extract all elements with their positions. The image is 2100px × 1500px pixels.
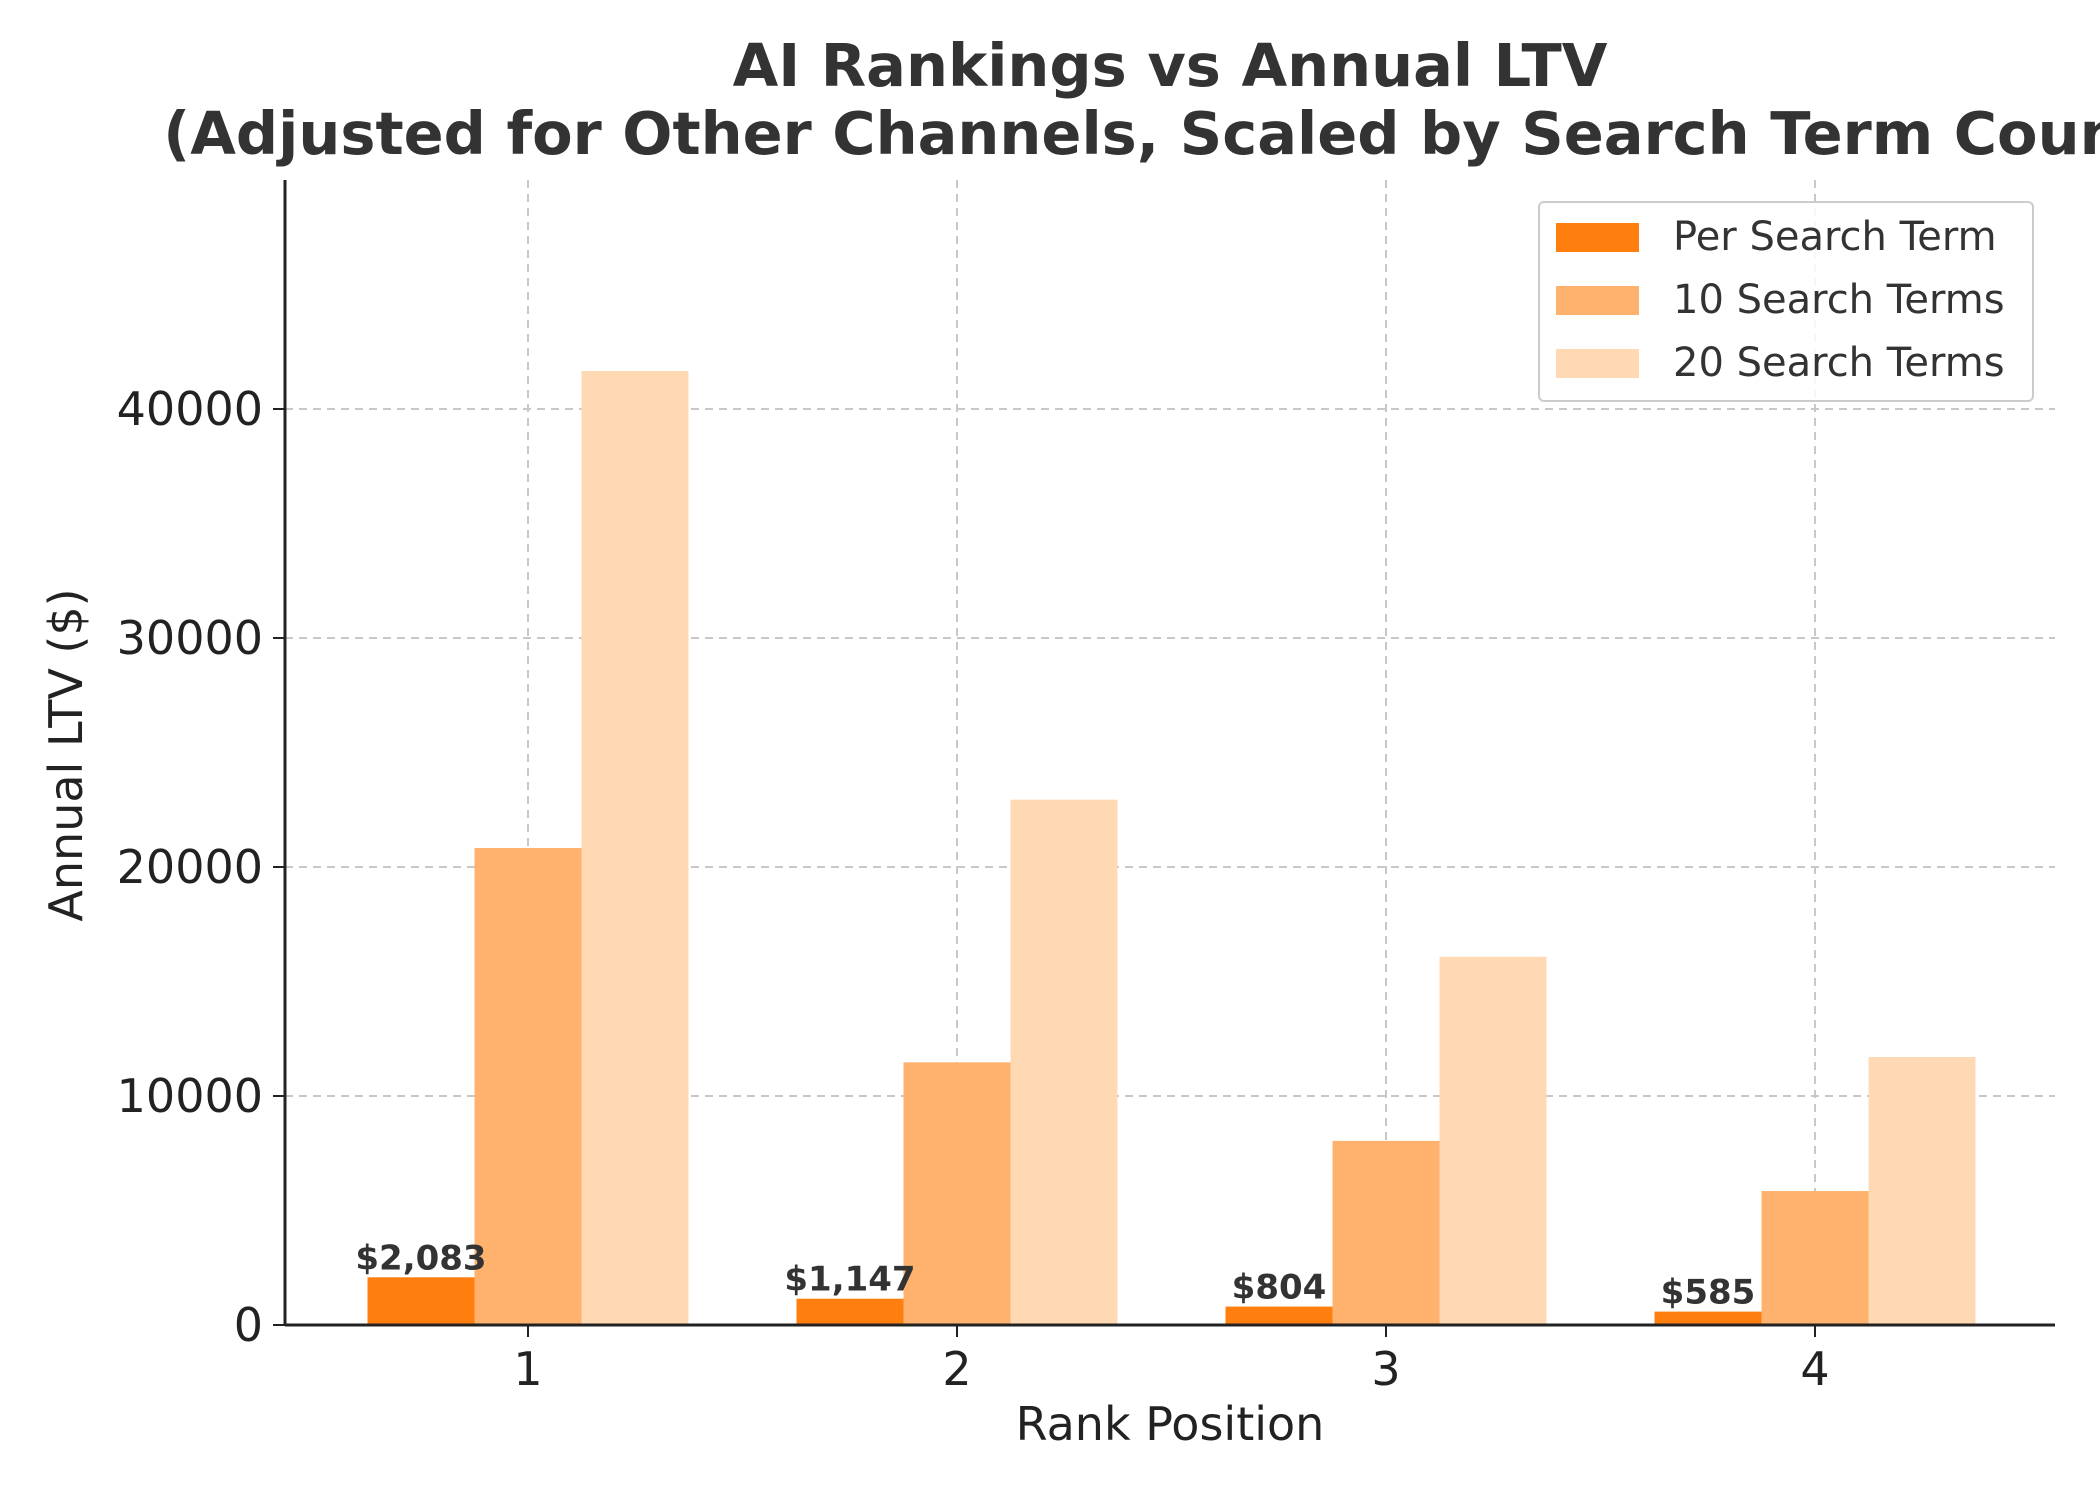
x-tick-label-2: 2 bbox=[942, 1342, 971, 1396]
data-label-cat-4: $585 bbox=[1661, 1273, 1756, 1313]
legend-swatch-1 bbox=[1556, 223, 1639, 252]
bar-1-cat-1 bbox=[367, 1277, 475, 1325]
x-axis-label: Rank Position bbox=[1016, 1397, 1325, 1451]
chart-title: AI Rankings vs Annual LTV bbox=[733, 31, 1608, 100]
x-tick-label-1: 1 bbox=[513, 1342, 542, 1396]
bar-1-cat-3 bbox=[1225, 1306, 1333, 1325]
legend-label-1: Per Search Term bbox=[1673, 214, 1997, 260]
legend-swatch-3 bbox=[1556, 349, 1639, 378]
legend-swatch-2 bbox=[1556, 286, 1639, 315]
bar-3-cat-1 bbox=[581, 370, 689, 1326]
y-tick-label-0: 0 bbox=[234, 1298, 263, 1352]
x-tick-label-3: 3 bbox=[1371, 1342, 1400, 1396]
y-tick-label-10000: 10000 bbox=[117, 1069, 263, 1123]
legend-frame bbox=[1538, 201, 2034, 402]
bar-2-cat-4 bbox=[1761, 1191, 1869, 1325]
data-labels-layer: $2,083 $1,147 $804 $585 bbox=[355, 1238, 1755, 1312]
legend-label-3: 20 Search Terms bbox=[1673, 340, 2005, 386]
bar-3-cat-4 bbox=[1868, 1057, 1976, 1325]
bars-layer bbox=[367, 370, 1976, 1326]
y-tick-label-30000: 30000 bbox=[117, 611, 263, 665]
legend: Per Search Term 10 Search Terms 20 Search … bbox=[1538, 201, 2034, 402]
data-label-cat-2: $1,147 bbox=[784, 1260, 915, 1300]
bar-1-cat-2 bbox=[796, 1298, 904, 1325]
y-tick-label-40000: 40000 bbox=[117, 382, 263, 436]
data-label-cat-3: $804 bbox=[1232, 1268, 1327, 1308]
y-axis-label: Annual LTV ($) bbox=[39, 588, 93, 921]
y-tick-label-20000: 20000 bbox=[117, 840, 263, 894]
bar-2-cat-3 bbox=[1332, 1140, 1440, 1325]
bar-3-cat-2 bbox=[1010, 799, 1118, 1325]
chart-subtitle: (Adjusted for Other Channels, Scaled by … bbox=[163, 99, 2100, 168]
bar-2-cat-1 bbox=[474, 847, 582, 1325]
legend-label-2: 10 Search Terms bbox=[1673, 277, 2005, 323]
x-tick-label-4: 4 bbox=[1800, 1342, 1829, 1396]
axes-layer: 0 10000 20000 30000 40000 1 2 3 4 bbox=[117, 180, 2055, 1396]
bar-3-cat-3 bbox=[1439, 956, 1547, 1325]
data-label-cat-1: $2,083 bbox=[355, 1238, 486, 1278]
bar-2-cat-2 bbox=[903, 1062, 1011, 1325]
bar-1-cat-4 bbox=[1654, 1311, 1762, 1325]
